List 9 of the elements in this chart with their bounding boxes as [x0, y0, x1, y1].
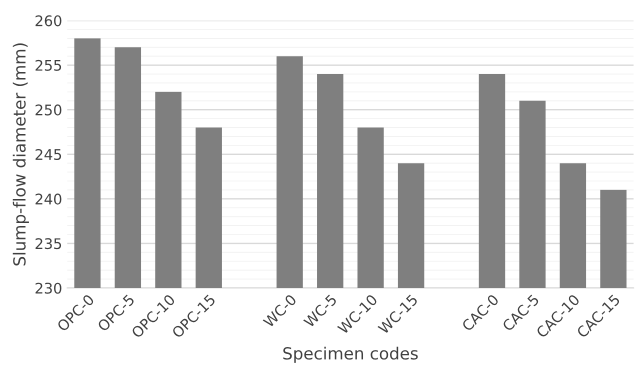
y-tick-label: 235 — [36, 238, 62, 250]
y-tick-label: 240 — [36, 194, 62, 205]
x-axis-title: Specimen codes — [283, 346, 418, 363]
y-tick-label: 255 — [36, 60, 62, 71]
y-tick-label: 260 — [36, 15, 62, 26]
y-tick-label: 230 — [36, 282, 62, 294]
y-tick-label: 250 — [36, 104, 62, 116]
y-axis-title: Slump-flow diameter (mm) — [12, 43, 29, 266]
y-tick-label: 245 — [36, 148, 62, 160]
